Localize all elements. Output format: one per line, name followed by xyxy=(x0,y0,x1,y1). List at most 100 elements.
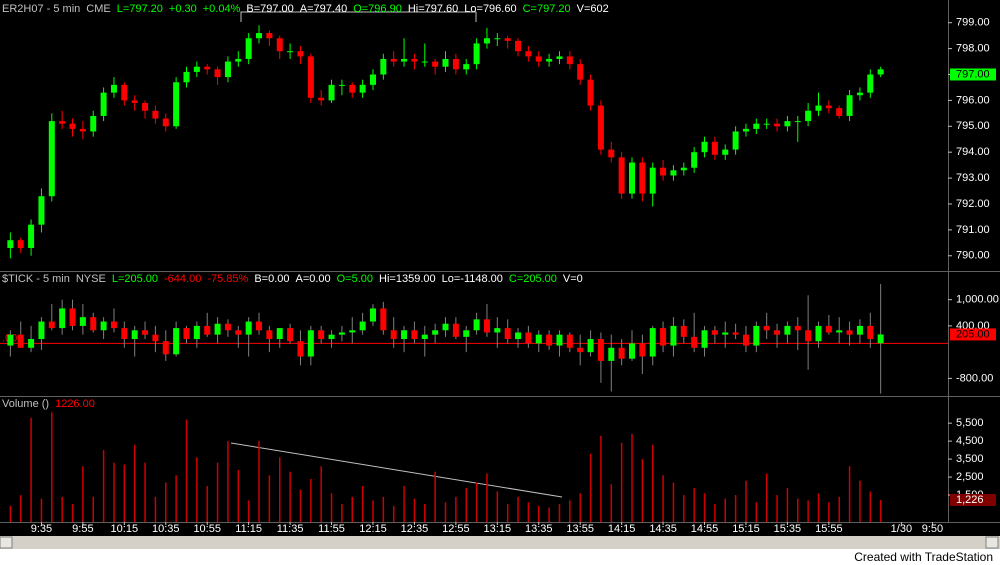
legend-text: V=0 xyxy=(563,273,583,285)
candle-body xyxy=(877,69,884,75)
legend-text: CME xyxy=(86,3,110,15)
legend-text: 1226.00 xyxy=(55,398,95,410)
candle-body xyxy=(369,74,376,85)
candle-body xyxy=(856,92,863,96)
x-tick-label: 10:55 xyxy=(193,523,221,535)
candle-body xyxy=(629,343,635,359)
candle-body xyxy=(732,131,739,150)
legend-text: C=797.20 xyxy=(523,3,571,15)
candle-body xyxy=(597,339,604,361)
x-tick-label: 10:15 xyxy=(111,523,139,535)
candle-body xyxy=(69,308,76,326)
candle-body xyxy=(566,334,573,348)
candle-body xyxy=(494,38,501,40)
x-tick-label: 13:35 xyxy=(525,523,553,535)
candle-body xyxy=(649,167,656,194)
candle-body xyxy=(142,330,149,335)
y-tick-label: 793.00 xyxy=(956,172,990,184)
candle-body xyxy=(867,74,874,93)
candle-body xyxy=(442,58,449,67)
candle-body xyxy=(639,162,646,194)
candle-body xyxy=(432,330,439,335)
candle-body xyxy=(411,330,418,340)
candle-body xyxy=(245,38,252,59)
candle-body xyxy=(639,343,646,357)
candle-body xyxy=(173,82,180,127)
candle-body xyxy=(763,325,770,331)
candle-body xyxy=(328,334,335,340)
candle-body xyxy=(152,334,159,342)
candle-body xyxy=(297,341,304,357)
candle-body xyxy=(597,105,604,150)
candle-body xyxy=(701,330,708,348)
candle-body xyxy=(100,92,107,116)
candle-body xyxy=(193,66,200,72)
candle-body xyxy=(515,332,522,340)
candle-body xyxy=(722,332,729,335)
legend-text: NYSE xyxy=(76,273,106,285)
candle-body xyxy=(618,157,625,194)
candle-body xyxy=(753,325,760,346)
candle-body xyxy=(556,56,563,59)
candle-body xyxy=(774,123,781,127)
candle-body xyxy=(287,51,294,53)
candle-body xyxy=(276,38,283,52)
candle-body xyxy=(732,332,739,335)
candle-body xyxy=(815,325,822,342)
candle-body xyxy=(587,339,594,353)
candle-body xyxy=(618,347,625,359)
x-tick-label: 15:35 xyxy=(774,523,802,535)
candle-body xyxy=(349,84,356,93)
candle-body xyxy=(483,319,490,333)
legend-text: -75.85% xyxy=(207,273,248,285)
candle-body xyxy=(297,51,304,57)
candle-body xyxy=(100,321,107,331)
candle-body xyxy=(380,58,387,75)
candle-body xyxy=(815,105,822,111)
candle-body xyxy=(17,240,24,248)
y-tick-label: 5,500 xyxy=(956,417,984,429)
candle-body xyxy=(577,64,584,80)
last-value-label: 797.00 xyxy=(956,68,990,80)
candle-body xyxy=(566,56,573,65)
candle-body xyxy=(452,58,459,70)
candle-body xyxy=(390,330,397,340)
candle-body xyxy=(48,321,55,329)
candle-body xyxy=(794,325,801,331)
candle-body xyxy=(421,61,428,63)
x-tick-label: 9:50 xyxy=(922,523,943,535)
candle-body xyxy=(79,128,86,132)
candle-body xyxy=(515,40,522,52)
legend-text: B=797.00 xyxy=(246,3,293,15)
last-value-label: 205.00 xyxy=(956,328,990,340)
y-tick-label: -800.00 xyxy=(956,372,993,384)
candle-body xyxy=(28,339,35,348)
candle-body xyxy=(473,319,480,331)
legend-text: Lo=796.60 xyxy=(464,3,516,15)
x-tick-label: 13:55 xyxy=(566,523,594,535)
candle-body xyxy=(359,84,366,93)
candle-body xyxy=(701,141,708,153)
candle-body xyxy=(680,325,687,337)
scroll-left[interactable] xyxy=(0,536,13,549)
candle-body xyxy=(401,58,408,62)
legend-text: Hi=797.60 xyxy=(408,3,458,15)
candle-body xyxy=(525,51,532,57)
last-value-box xyxy=(950,68,996,81)
candle-body xyxy=(846,330,853,335)
x-tick-label: 14:15 xyxy=(608,523,636,535)
x-tick-label: 11:55 xyxy=(318,523,345,535)
candle-body xyxy=(59,121,66,124)
candle-body xyxy=(825,325,832,333)
candle-body xyxy=(483,38,490,44)
background xyxy=(0,0,1000,536)
candle-body xyxy=(784,325,791,335)
scroll-right[interactable] xyxy=(985,536,999,549)
scrollbar[interactable] xyxy=(0,536,1000,549)
legend-text: +0.30 xyxy=(169,3,197,15)
x-tick-label: 11:15 xyxy=(235,523,262,535)
legend-text: Lo=-1148.00 xyxy=(442,273,503,285)
candle-body xyxy=(214,69,221,78)
candle-body xyxy=(69,123,76,129)
y-tick-label: 4,500 xyxy=(956,435,984,447)
